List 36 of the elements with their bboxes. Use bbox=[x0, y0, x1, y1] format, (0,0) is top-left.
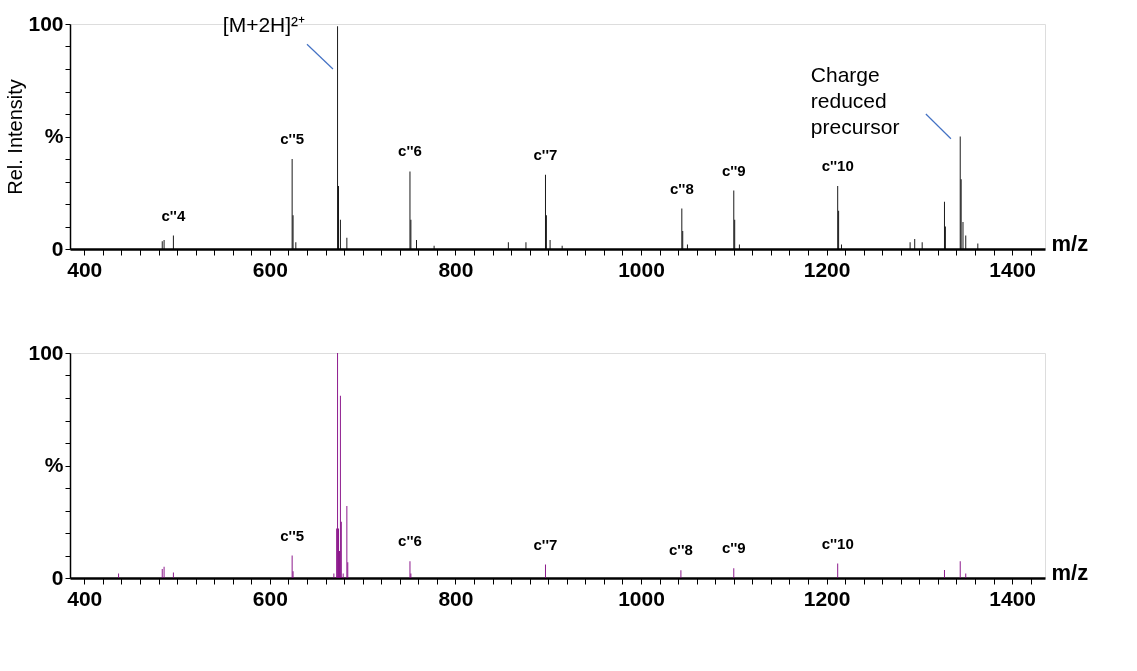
y-tick-label: 100 bbox=[28, 11, 64, 35]
x-tick-label: 600 bbox=[252, 586, 288, 610]
annotation: c''8 bbox=[668, 541, 693, 559]
annotation: c''7 bbox=[533, 535, 558, 553]
annotation: c''9 bbox=[721, 539, 746, 557]
x-axis-title: m/z bbox=[1051, 559, 1089, 585]
x-tick-label: 1000 bbox=[618, 586, 665, 610]
annotation: c''6 bbox=[398, 532, 422, 550]
y-tick-label: 0 bbox=[51, 236, 64, 260]
y-axis-title: Rel. Intensity bbox=[4, 79, 27, 195]
y-tick-label: % bbox=[44, 453, 64, 476]
x-tick-label: 1000 bbox=[618, 257, 665, 281]
annotation: Charge reduced precursor bbox=[810, 62, 900, 138]
annotation: [M+2H]²⁺ bbox=[222, 13, 306, 37]
x-tick-label: 800 bbox=[438, 257, 474, 281]
annotation: c''5 bbox=[280, 526, 305, 544]
y-tick-label: % bbox=[44, 124, 64, 147]
annotation: c''4 bbox=[161, 206, 186, 224]
annotation: c''5 bbox=[280, 130, 305, 147]
annotation: c''10 bbox=[821, 534, 854, 552]
y-tick-label: 0 bbox=[51, 565, 64, 589]
annotation: c''7 bbox=[533, 145, 558, 163]
annotation: c''8 bbox=[669, 179, 694, 197]
x-tick-label: 1200 bbox=[803, 257, 851, 281]
annotation: c''10 bbox=[821, 157, 854, 174]
x-tick-label: 1200 bbox=[803, 586, 851, 610]
x-tick-label: 800 bbox=[438, 586, 474, 610]
x-tick-label: 600 bbox=[252, 257, 288, 281]
annotation: c''9 bbox=[721, 161, 746, 179]
x-tick-label: 1400 bbox=[989, 257, 1037, 281]
x-tick-label: 400 bbox=[67, 257, 103, 281]
x-tick-label: 1400 bbox=[989, 586, 1037, 610]
x-axis-title: m/z bbox=[1051, 230, 1089, 256]
annotation: c''6 bbox=[398, 142, 422, 160]
y-tick-label: 100 bbox=[28, 340, 64, 364]
x-tick-label: 400 bbox=[67, 586, 103, 610]
